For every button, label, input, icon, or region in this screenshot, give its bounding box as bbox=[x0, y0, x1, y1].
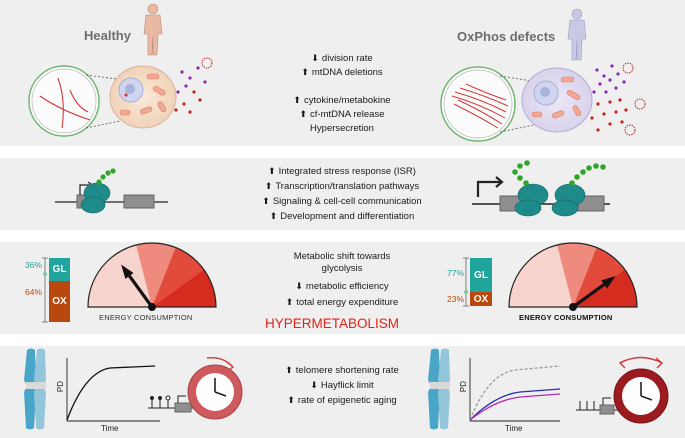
gauge-hub bbox=[148, 303, 156, 311]
gauge-needle-head bbox=[601, 276, 616, 289]
gl-box-left: GL bbox=[49, 258, 70, 281]
text-hypersecretion: Hypersecretion bbox=[310, 123, 374, 134]
chromosome-icon bbox=[24, 348, 46, 430]
arrow-down-icon: ⬇ bbox=[311, 53, 319, 63]
ox-box-right: OX bbox=[470, 292, 492, 306]
cell-icon bbox=[521, 67, 593, 133]
arrow-up-icon: ⬆ bbox=[268, 166, 276, 176]
text-transcription: ⬆ Transcription/translation pathways bbox=[264, 181, 420, 192]
gauge-needle bbox=[128, 274, 154, 308]
ox-percent-right: 23% bbox=[447, 294, 465, 304]
clock-icon bbox=[187, 356, 243, 420]
gl-ox-bar-left-bracket bbox=[42, 257, 48, 323]
marker-dot bbox=[43, 272, 47, 276]
secretion-dots bbox=[590, 62, 646, 136]
peptide-chain bbox=[512, 160, 606, 186]
arrow-up-icon: ⬆ bbox=[269, 211, 278, 221]
hypermetabolism-label: HYPERMETABOLISM bbox=[265, 316, 400, 331]
arrow-down-icon: ⬇ bbox=[310, 380, 318, 390]
gauge-segment-4 bbox=[152, 269, 216, 307]
gauge-segment-3 bbox=[573, 247, 625, 307]
marker-dot bbox=[464, 290, 468, 294]
gl-ox-bar-right-bracket bbox=[463, 257, 469, 307]
gauge-segment-2 bbox=[136, 243, 176, 307]
text-metabolic-shift: Metabolic shift towards bbox=[293, 251, 391, 262]
gauge-segment-3 bbox=[152, 247, 204, 307]
ox-box-left: OX bbox=[49, 281, 70, 322]
arrow-up-icon: ⬆ bbox=[301, 67, 309, 77]
secretion-dots bbox=[174, 57, 213, 114]
ox-percent-left: 64% bbox=[25, 287, 43, 297]
gauge-needle-head bbox=[121, 264, 134, 279]
gauge-segment-2 bbox=[557, 243, 597, 307]
dna-gene-icon bbox=[55, 181, 168, 209]
pd-axis-label-right: PD bbox=[459, 380, 469, 393]
mitochondrion-zoom-icon bbox=[28, 65, 100, 137]
cell-icon bbox=[109, 65, 177, 129]
gauge-outline bbox=[508, 242, 638, 308]
gl-box-right: GL bbox=[470, 258, 492, 292]
gl-percent-right: 77% bbox=[447, 268, 465, 278]
gauge-needle bbox=[572, 283, 606, 309]
text-energy-expenditure: ⬆ total energy expenditure bbox=[285, 297, 399, 308]
healthy-title: Healthy bbox=[84, 28, 131, 43]
text-glycolysis: glycolysis bbox=[321, 263, 363, 274]
pd-growth-chart-left bbox=[66, 358, 160, 422]
arrow-up-icon: ⬆ bbox=[262, 196, 270, 206]
time-axis-label-left: Time bbox=[101, 424, 119, 433]
dna-methylation-icon bbox=[576, 397, 622, 415]
text-mtdna-deletions: ⬆ mtDNA deletions bbox=[301, 67, 383, 78]
dna-methylation-icon bbox=[148, 395, 196, 413]
gauge-segment-4 bbox=[573, 269, 637, 307]
gl-percent-left: 36% bbox=[25, 260, 43, 270]
arrow-up-icon: ⬆ bbox=[299, 109, 308, 119]
text-development: ⬆ Development and differentiation bbox=[269, 211, 415, 222]
human-silhouette-icon bbox=[143, 3, 163, 56]
text-cf-mtdna: ⬆ cf-mtDNA release bbox=[299, 109, 385, 120]
arrow-up-icon: ⬆ bbox=[285, 365, 293, 375]
mitochondrion-zoom-icon bbox=[440, 66, 516, 142]
text-isr: ⬆ Integrated stress response (ISR) bbox=[268, 166, 416, 177]
arrow-up-icon: ⬆ bbox=[293, 95, 301, 105]
arrow-up-icon: ⬆ bbox=[264, 181, 273, 191]
gauge-icon bbox=[87, 242, 217, 311]
text-hayflick: ⬇ Hayflick limit bbox=[310, 380, 374, 391]
human-silhouette-icon bbox=[567, 8, 587, 61]
panel-aging bbox=[0, 346, 685, 438]
clock-icon bbox=[613, 356, 669, 424]
gauge-hub bbox=[569, 303, 577, 311]
arrow-up-icon: ⬆ bbox=[285, 297, 294, 307]
text-epigenetic: ⬆ rate of epigenetic aging bbox=[287, 395, 397, 406]
peptide-chain bbox=[96, 168, 116, 185]
text-telomere: ⬆ telomere shortening rate bbox=[285, 365, 399, 376]
oxphos-title: OxPhos defects bbox=[457, 29, 556, 44]
ribosome-icon bbox=[80, 182, 111, 214]
ribosome-icon bbox=[514, 183, 586, 217]
gauge-caption-left: ENERGY CONSUMPTION bbox=[99, 313, 193, 322]
gauge-icon bbox=[508, 242, 638, 311]
text-division-rate: ⬇ division rate bbox=[311, 53, 373, 64]
text-metabolic-efficiency: ⬇ metabolic efficiency bbox=[295, 281, 389, 292]
gauge-outline bbox=[87, 242, 217, 308]
text-cytokine: ⬆ cytokine/metabokine bbox=[293, 95, 391, 106]
gauge-segment-1 bbox=[509, 245, 573, 307]
chromosome-icon bbox=[428, 348, 450, 430]
arrow-up-icon: ⬆ bbox=[287, 395, 295, 405]
arrow-down-icon: ⬇ bbox=[295, 281, 303, 291]
gauge-caption-right: ENERGY CONSUMPTION bbox=[519, 313, 613, 322]
pd-growth-chart-right bbox=[469, 358, 561, 422]
pd-axis-label-left: PD bbox=[56, 380, 66, 393]
gauge-segment-1 bbox=[88, 245, 152, 307]
text-signaling: ⬆ Signaling & cell-cell communication bbox=[262, 196, 422, 207]
time-axis-label-right: Time bbox=[505, 424, 523, 433]
